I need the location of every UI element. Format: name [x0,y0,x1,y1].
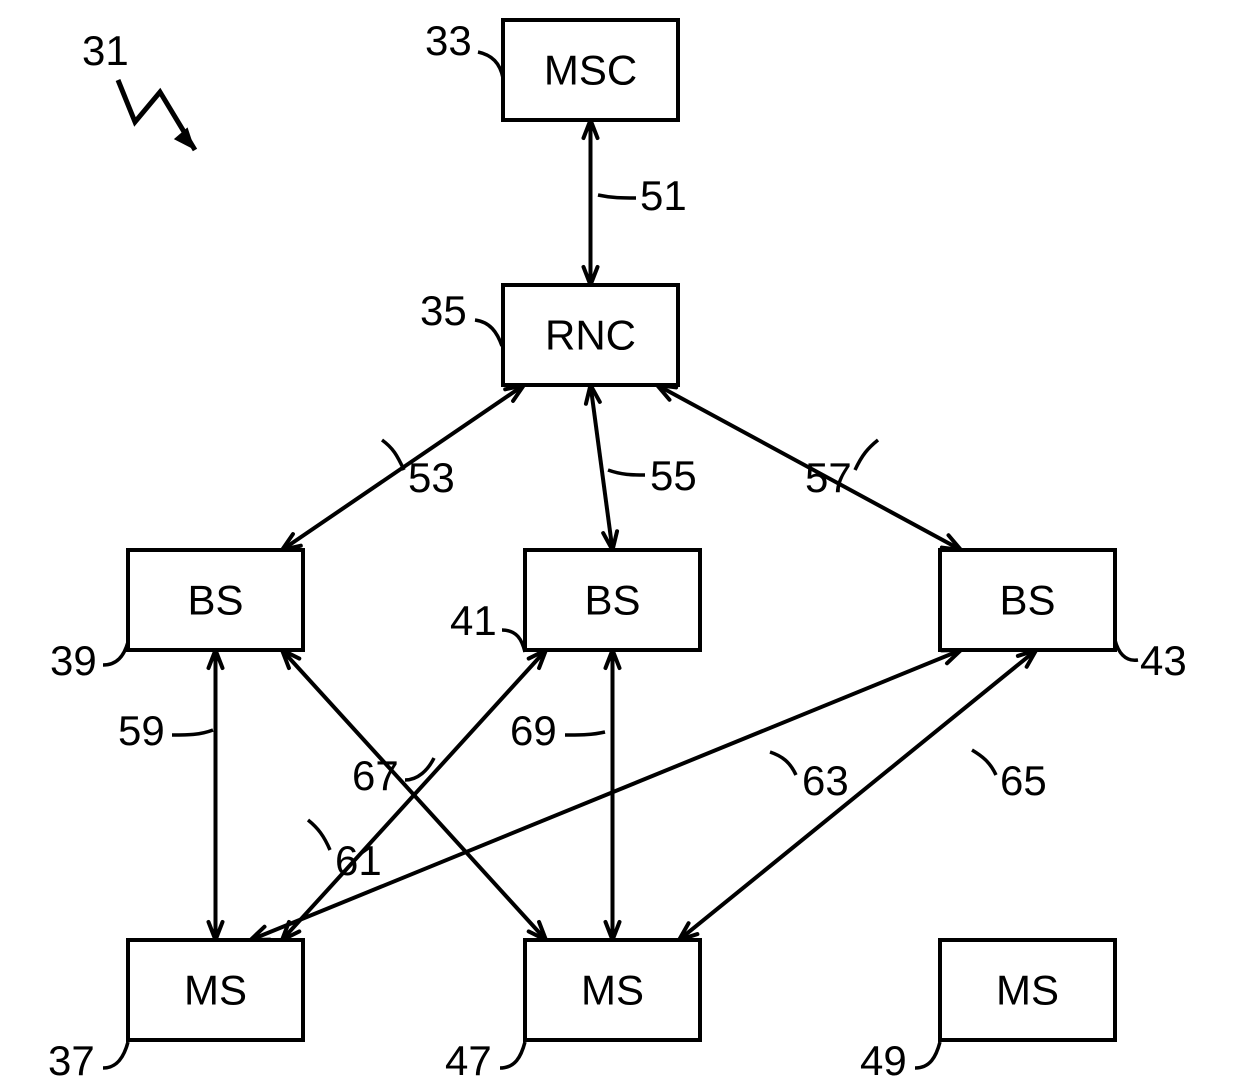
node-ms1-label: MS [184,967,247,1014]
node-ms2: MS [525,940,700,1040]
ref-label-67: 67 [352,752,434,799]
ref-label-55: 55 [608,452,697,499]
svg-text:57: 57 [805,454,852,501]
svg-text:47: 47 [445,1037,492,1084]
ref-label-43: 43 [1115,637,1187,684]
svg-text:61: 61 [335,837,382,884]
svg-text:37: 37 [48,1037,95,1084]
node-ms2-label: MS [581,967,644,1014]
ref-label-35: 35 [420,287,502,346]
node-bs1-label: BS [187,577,243,624]
node-ms3-label: MS [996,967,1059,1014]
svg-text:67: 67 [352,752,399,799]
ref-label-57: 57 [805,440,878,501]
edge-e59 [209,650,223,940]
svg-text:55: 55 [650,452,697,499]
ref-label-33: 33 [425,17,503,78]
ref-label-53: 53 [382,440,455,501]
ref-label-47: 47 [445,1037,525,1084]
edge-e55 [586,385,617,550]
svg-text:51: 51 [640,172,687,219]
node-bs2: BS [525,550,700,650]
svg-text:39: 39 [50,637,97,684]
figure-pointer-arrow [118,80,195,150]
ref-label-37: 37 [48,1037,128,1084]
ref-label-61: 61 [308,820,382,884]
node-rnc-label: RNC [545,312,636,359]
svg-text:31: 31 [82,27,129,74]
svg-text:49: 49 [860,1037,907,1084]
svg-text:65: 65 [1000,757,1047,804]
ref-label-59: 59 [118,707,213,754]
svg-text:35: 35 [420,287,467,334]
node-bs1: BS [128,550,303,650]
edges-layer [209,120,1037,940]
node-ms1: MS [128,940,303,1040]
node-ms3: MS [940,940,1115,1040]
nodes-layer: MSC RNC BS BS BS MS MS MS [128,20,1115,1040]
node-bs3: BS [940,550,1115,650]
svg-text:59: 59 [118,707,165,754]
ref-label-41: 41 [450,597,525,652]
node-msc: MSC [503,20,678,120]
node-bs3-label: BS [999,577,1055,624]
ref-label-39: 39 [50,637,128,684]
node-bs2-label: BS [584,577,640,624]
ref-label-49: 49 [860,1037,940,1084]
svg-text:33: 33 [425,17,472,64]
ref-label-69: 69 [510,707,605,754]
svg-text:41: 41 [450,597,497,644]
svg-text:69: 69 [510,707,557,754]
ref-label-65: 65 [972,750,1047,804]
edge-e51 [584,120,598,285]
svg-text:63: 63 [802,757,849,804]
ref-label-63: 63 [770,752,849,804]
ref-label-51: 51 [598,172,687,219]
node-rnc: RNC [503,285,678,385]
svg-text:53: 53 [408,454,455,501]
ref-label-31: 31 [82,27,129,74]
svg-text:43: 43 [1140,637,1187,684]
node-msc-label: MSC [544,47,637,94]
